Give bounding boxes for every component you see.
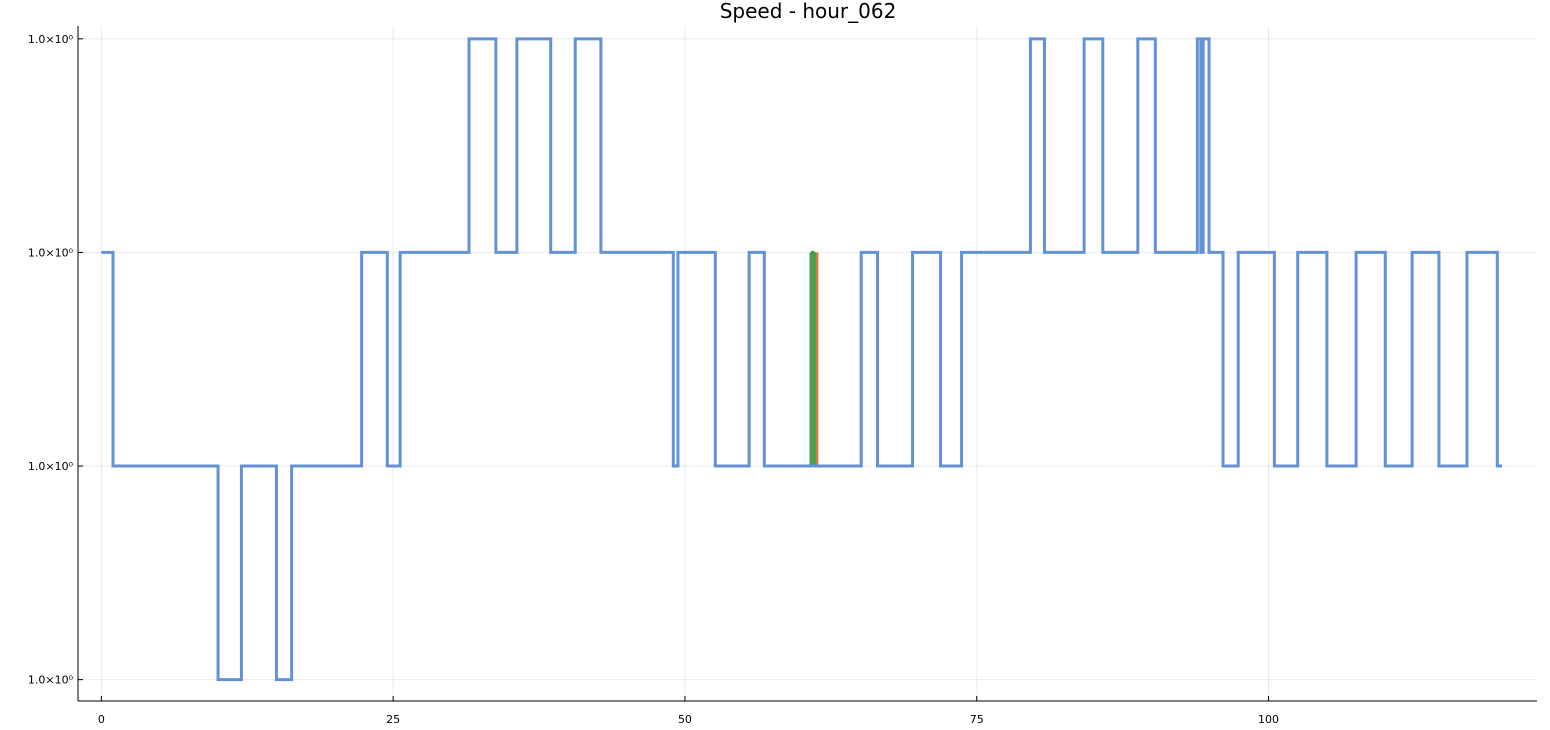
x-tick-label: 50: [678, 713, 692, 726]
series-line-2: [809, 250, 817, 467]
chart-title: Speed - hour_062: [720, 0, 897, 23]
y-tick-label: 1.0×10⁰: [28, 674, 74, 687]
x-tick-label: 100: [1258, 713, 1279, 726]
tick-label-layer: 0 25 50 75 100 1.0×10⁰ 1.0×10⁰ 1.0×10⁰ 1.0×10⁰: [28, 33, 1279, 726]
x-tick-label: 25: [386, 713, 400, 726]
x-tick-label: 0: [98, 713, 105, 726]
x-tick-label: 75: [970, 713, 984, 726]
y-tick-label: 1.0×10⁰: [28, 33, 74, 46]
series-layer: [101, 37, 1502, 682]
grid-layer: [78, 26, 1537, 701]
axis-layer: [77, 26, 1537, 702]
y-tick-label: 1.0×10⁰: [28, 460, 74, 473]
series-line-3: [101, 37, 1502, 682]
y-tick-label: 1.0×10⁰: [28, 246, 74, 259]
